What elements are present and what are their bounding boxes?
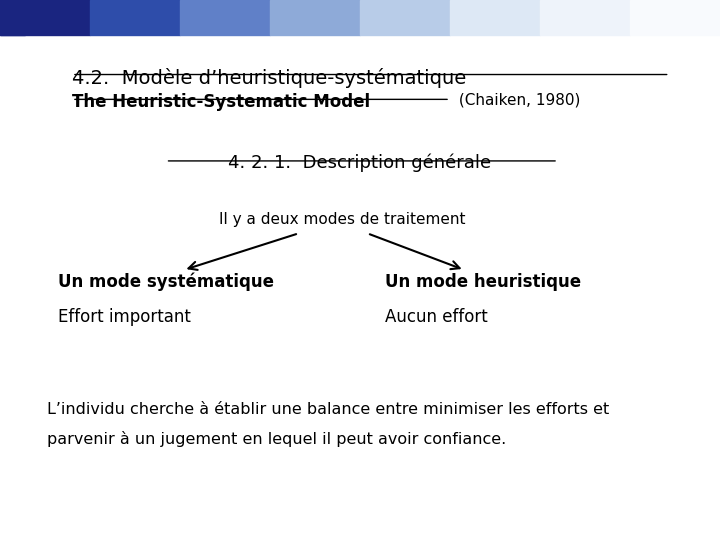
Bar — [540, 0, 630, 35]
Bar — [0, 0, 29, 19]
Bar — [360, 0, 450, 35]
Bar — [270, 0, 360, 35]
Bar — [0, 0, 90, 35]
Text: Effort important: Effort important — [58, 308, 191, 326]
Bar — [0, 19, 25, 35]
Text: Il y a deux modes de traitement: Il y a deux modes de traitement — [219, 212, 465, 227]
Text: Un mode systématique: Un mode systématique — [58, 273, 274, 291]
Text: Aucun effort: Aucun effort — [385, 308, 488, 326]
Bar — [90, 0, 180, 35]
Bar — [180, 0, 270, 35]
Text: Un mode heuristique: Un mode heuristique — [385, 273, 581, 291]
Text: The Heuristic-Systematic Model: The Heuristic-Systematic Model — [72, 93, 370, 111]
Text: parvenir à un jugement en lequel il peut avoir confiance.: parvenir à un jugement en lequel il peut… — [47, 431, 506, 447]
Bar — [630, 0, 720, 35]
Text: 4. 2. 1.  Description générale: 4. 2. 1. Description générale — [228, 154, 492, 172]
Bar — [450, 0, 540, 35]
Text: (Chaiken, 1980): (Chaiken, 1980) — [454, 93, 580, 108]
Text: L’individu cherche à établir une balance entre minimiser les efforts et: L’individu cherche à établir une balance… — [47, 402, 609, 417]
Text: 4.2.  Modèle d’heuristique-systématique: 4.2. Modèle d’heuristique-systématique — [72, 68, 467, 87]
